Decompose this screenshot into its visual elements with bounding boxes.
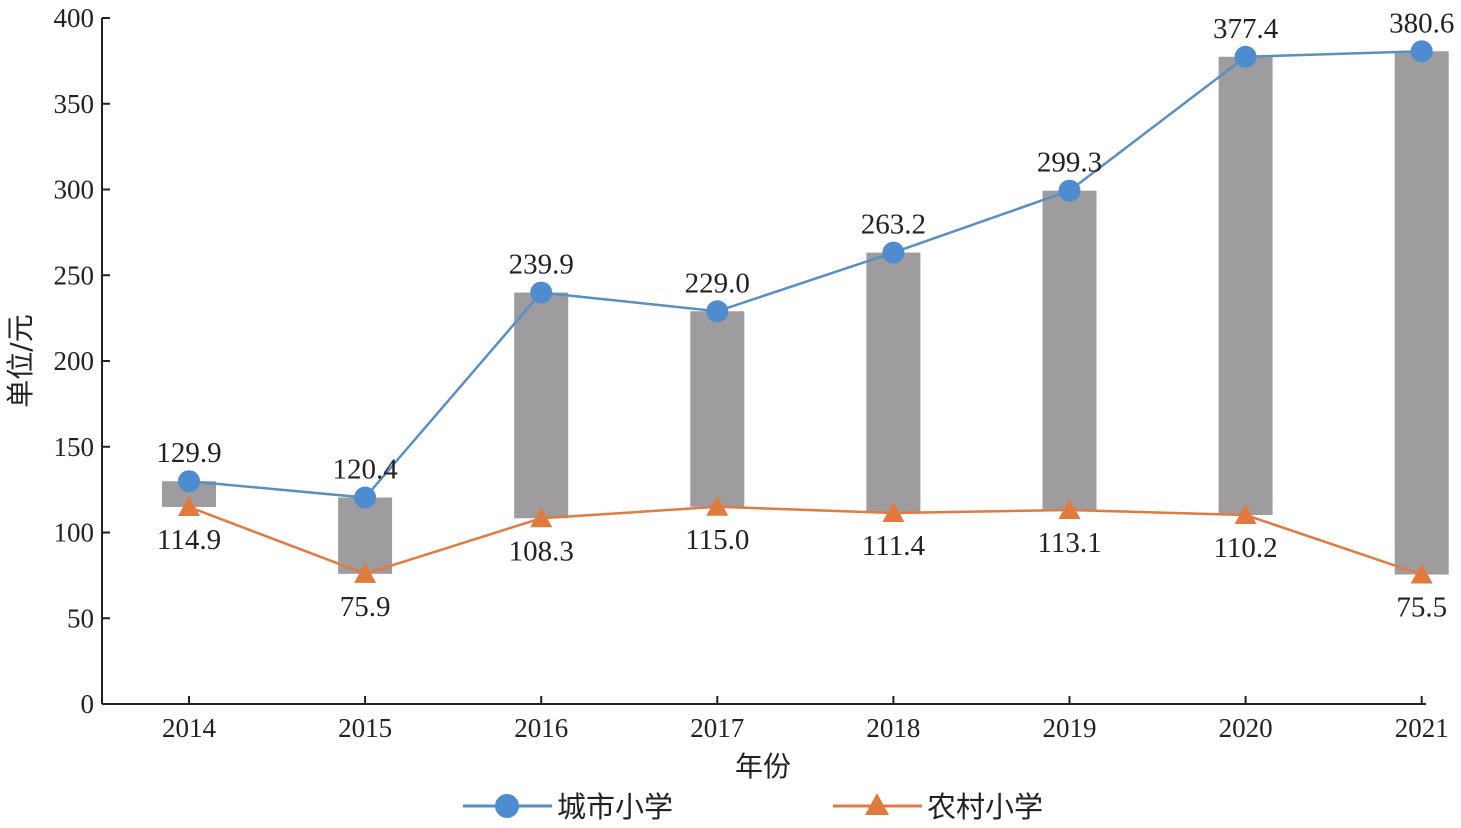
point-series-1-2014 [178, 470, 200, 493]
gap-bars [162, 51, 1449, 575]
point-series-2-2016 [530, 507, 553, 528]
data-labels: 129.9 120.4 239.9 229.0 263.2 299.3 377.4 380.6… [156, 7, 1454, 623]
x-tick-label-2014: 2014 [162, 713, 217, 743]
point-series-2-2020 [1234, 504, 1257, 525]
x-tick-label-2016: 2016 [514, 713, 568, 743]
y-tick-label-350: 350 [54, 89, 95, 119]
x-tick-label-2015: 2015 [338, 713, 392, 743]
data-label-series-2-2015: 75.9 [340, 591, 391, 623]
x-tick-label-2021: 2021 [1395, 713, 1449, 743]
y-tick-label-50: 50 [67, 603, 94, 633]
gap-bar-2021 [1394, 51, 1449, 575]
series-line-1 [188, 50, 1422, 499]
y-tick-label-300: 300 [54, 175, 95, 205]
gap-bar-2018 [866, 252, 921, 513]
legend-marker-series-1 [495, 794, 519, 818]
x-tick-label-2019: 2019 [1043, 713, 1097, 743]
point-series-2-2019 [1058, 499, 1081, 520]
y-tick-label-200: 200 [54, 346, 95, 376]
point-series-1-2021 [1410, 40, 1433, 63]
data-label-series-2-2021: 75.5 [1396, 592, 1447, 624]
data-label-series-1-2020: 377.4 [1213, 13, 1279, 45]
y-tick-label-100: 100 [54, 518, 95, 548]
data-label-series-1-2018: 263.2 [861, 209, 926, 241]
data-label-series-2-2016: 108.3 [509, 535, 574, 567]
x-tick-label-2017: 2017 [690, 713, 744, 743]
x-tick-label-2020: 2020 [1219, 713, 1273, 743]
legend-item-series-1[interactable]: 城市小学 [463, 790, 673, 824]
data-label-series-1-2016: 239.9 [509, 249, 574, 281]
y-tick-label-250: 250 [54, 260, 95, 290]
gap-bar-2016 [514, 292, 569, 519]
data-label-series-2-2017: 115.0 [685, 524, 749, 556]
y-axis-title: 单位/元 [4, 314, 37, 407]
series-lines [188, 50, 1423, 576]
data-label-series-2-2019: 113.1 [1037, 527, 1101, 559]
legend-item-series-2[interactable]: 农村小学 [833, 790, 1043, 824]
legend-marker-series-2 [865, 793, 889, 815]
point-series-1-2020 [1234, 45, 1257, 68]
point-series-2-2021 [1410, 563, 1433, 584]
legend: 城市小学 农村小学 [463, 790, 1043, 824]
series-markers [178, 40, 1433, 584]
y-tick-label-0: 0 [81, 689, 95, 719]
data-label-series-1-2014: 129.9 [156, 437, 221, 469]
point-series-2-2017 [706, 495, 729, 516]
gap-bar-2017 [690, 311, 745, 507]
point-series-1-2015 [354, 486, 377, 509]
gap-bar-2020 [1218, 56, 1273, 516]
series-line-2 [188, 505, 1423, 576]
gap-bar-2015 [338, 497, 393, 574]
data-label-series-1-2021: 380.6 [1389, 7, 1454, 39]
point-series-1-2018 [882, 241, 905, 264]
y-tick-label-400: 400 [54, 3, 95, 33]
data-label-series-1-2015: 120.4 [332, 454, 398, 486]
data-label-series-1-2019: 299.3 [1037, 147, 1102, 179]
x-ticks: 2014 2015 2016 2017 2018 2019 2020 2021 [162, 696, 1449, 743]
point-series-2-2015 [354, 562, 377, 583]
legend-label-series-2: 农村小学 [927, 790, 1043, 824]
data-label-series-2-2014: 114.9 [157, 524, 221, 556]
point-series-1-2017 [706, 300, 729, 323]
y-ticks: 0 50 100 150 200 250 300 350 400 [54, 3, 110, 719]
data-label-series-2-2020: 110.2 [1214, 532, 1278, 564]
point-series-2-2014 [178, 495, 200, 516]
gap-bar-2019 [1042, 190, 1097, 511]
legend-label-series-1: 城市小学 [557, 790, 673, 824]
data-label-series-2-2018: 111.4 [862, 530, 926, 562]
point-series-1-2019 [1058, 179, 1081, 202]
point-series-2-2018 [882, 501, 905, 522]
data-label-series-1-2017: 229.0 [685, 267, 750, 299]
point-series-1-2016 [530, 281, 553, 304]
x-axis-title: 年份 [735, 750, 791, 783]
x-tick-label-2018: 2018 [866, 713, 920, 743]
y-tick-label-150: 150 [54, 432, 95, 462]
